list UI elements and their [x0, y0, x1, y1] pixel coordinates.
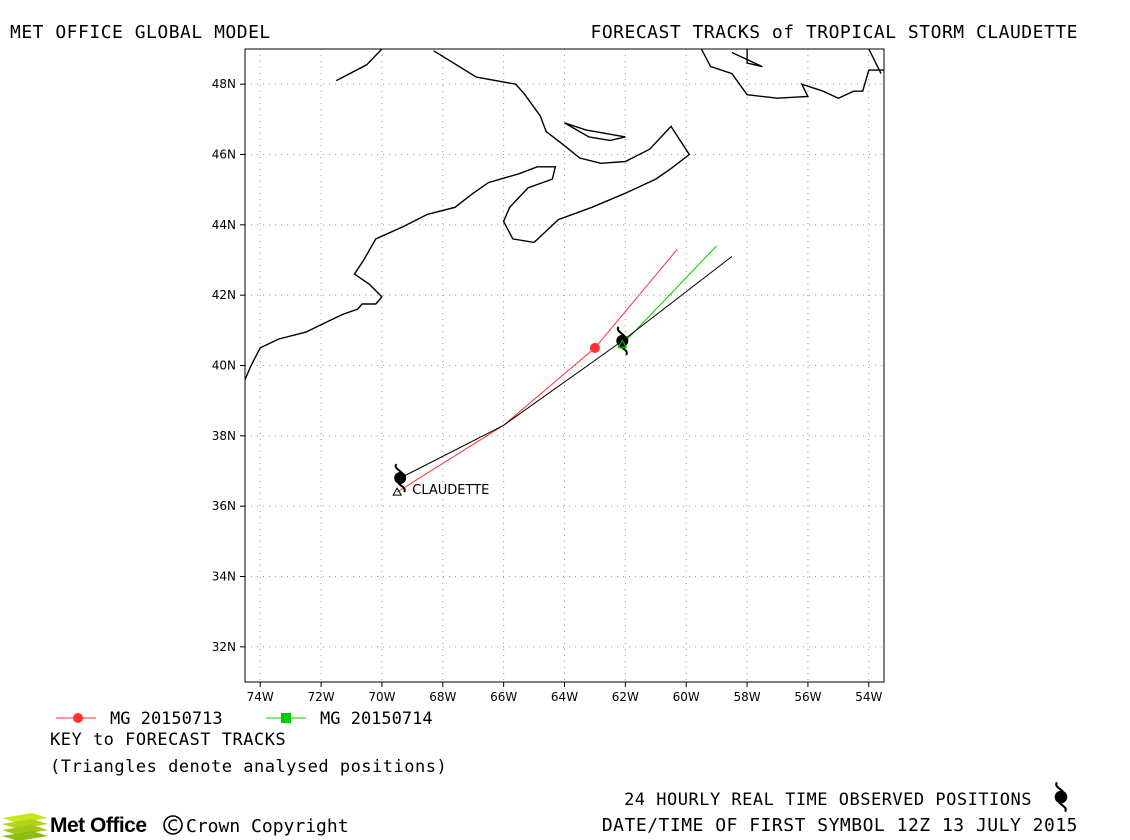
met-office-logo-text: Met Office	[50, 814, 147, 837]
map-frame	[244, 48, 885, 683]
storm-symbol-arm	[616, 326, 626, 337]
lon-tick-label: 62W	[612, 690, 639, 704]
storm-symbol-arm	[394, 463, 403, 474]
lon-tick-label: 60W	[673, 690, 700, 704]
storm-symbol-arm	[397, 482, 406, 493]
storm-symbol-core	[1054, 790, 1068, 804]
model-title: MET OFFICE GLOBAL MODEL	[10, 22, 271, 43]
lat-tick-label: 34N	[212, 570, 236, 584]
legend-circle-icon	[73, 713, 83, 723]
lon-tick-label: 58W	[734, 690, 761, 704]
storm-symbol-core	[394, 472, 407, 485]
first-symbol-datetime: DATE/TIME OF FIRST SYMBOL 12Z 13 JULY 20…	[601, 815, 1078, 836]
chart-title: FORECAST TRACKS of TROPICAL STORM CLAUDE…	[590, 22, 1078, 43]
lon-tick-label: 64W	[551, 690, 578, 704]
analysed-position-triangle	[392, 487, 403, 496]
lon-tick-label: 70W	[368, 690, 395, 704]
lon-tick-label: 74W	[247, 690, 274, 704]
coastline	[564, 122, 626, 142]
lat-tick-label: 32N	[212, 640, 236, 654]
track-observed	[399, 256, 733, 479]
lon-tick-label: 68W	[429, 690, 456, 704]
analysed-position-triangle	[617, 339, 628, 348]
storm-symbol-arm	[1058, 801, 1067, 813]
lat-tick-label: 40N	[212, 359, 236, 373]
graticule	[245, 49, 884, 682]
lat-tick-label: 38N	[212, 429, 236, 443]
lat-tick-label: 36N	[212, 499, 236, 513]
legend-label-mg-20150713: MG 20150713	[110, 709, 223, 729]
legend: MG 20150713 MG 20150714	[56, 709, 433, 729]
lon-tick-label: 56W	[794, 690, 821, 704]
storm-symbol-arm	[1055, 781, 1064, 793]
lon-tick-label: 66W	[490, 690, 517, 704]
met-office-logo-icon	[2, 813, 48, 840]
observed-positions-note: 24 HOURLY REAL TIME OBSERVED POSITIONS	[624, 790, 1032, 810]
key-title: KEY to FORECAST TRACKS	[50, 730, 287, 750]
copyright-symbol-icon	[163, 815, 183, 835]
forecast-point-circle	[589, 342, 600, 353]
observed-storm-symbol	[394, 463, 407, 493]
coastline	[731, 49, 763, 68]
axis-ticks: 74W 72W 70W 68W 66W 64W 62W 60W 58W 56W 54W 32N 34N 3…	[212, 77, 883, 704]
lon-tick-label: 72W	[308, 690, 335, 704]
copyright-text: Crown Copyright	[186, 816, 349, 837]
track-mg-20150714	[621, 245, 717, 345]
coastline	[245, 50, 691, 380]
storm-name-label: CLAUDETTE	[412, 483, 489, 498]
lat-tick-label: 48N	[212, 77, 236, 91]
legend-label-mg-20150714: MG 20150714	[320, 709, 433, 729]
lat-tick-label: 44N	[212, 218, 236, 232]
lat-tick-label: 42N	[212, 288, 236, 302]
lat-tick-label: 46N	[212, 148, 236, 162]
tropical-storm-icon	[1054, 781, 1068, 813]
coastline	[335, 49, 383, 82]
legend-square-icon	[281, 713, 291, 723]
key-note: (Triangles denote analysed positions)	[50, 757, 448, 777]
coastlines	[245, 49, 884, 380]
track-mg-20150713	[396, 249, 678, 493]
coastline	[700, 49, 884, 99]
track-markers	[392, 326, 629, 496]
lon-tick-label: 54W	[855, 690, 882, 704]
forecast-tracks	[396, 245, 733, 493]
coastline	[868, 49, 882, 74]
storm-symbol-arm	[619, 345, 628, 356]
